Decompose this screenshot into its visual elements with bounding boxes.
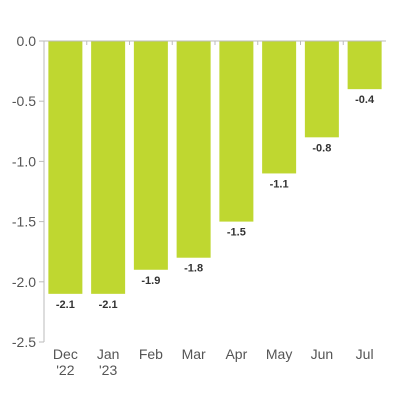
data-label: -0.8 — [312, 142, 331, 154]
data-labels: -2.1 -2.1 -1.9 -1.8 -1.5 -1.1 -0.8 -0.4 — [56, 94, 375, 311]
data-label: -2.1 — [56, 299, 75, 311]
y-tick-label: -2.0 — [12, 274, 36, 290]
data-label: -1.9 — [141, 275, 160, 287]
y-axis-ticks: 0.0 -0.5 -1.0 -1.5 -2.0 -2.5 — [12, 33, 44, 350]
x-tick-label: Jan '23 — [97, 346, 120, 378]
bar — [48, 41, 83, 294]
x-axis-ticks: Dec '22 Jan '23 Feb Mar Apr May Jun Jul — [53, 41, 374, 378]
data-label: -1.1 — [270, 178, 289, 190]
y-tick-label: -0.5 — [12, 93, 36, 109]
data-label: -0.4 — [355, 94, 375, 106]
bar — [347, 41, 382, 90]
data-label: -2.1 — [99, 299, 118, 311]
x-tick-label: Jun — [311, 346, 334, 362]
x-tick-label: Feb — [139, 346, 163, 362]
x-tick-label: Mar — [182, 346, 206, 362]
x-tick-label: Apr — [225, 346, 247, 362]
bar — [133, 41, 168, 270]
bar — [304, 41, 339, 138]
y-tick-label: -1.0 — [12, 153, 36, 169]
data-label: -1.8 — [184, 263, 203, 275]
bar — [176, 41, 211, 258]
bars — [48, 41, 382, 294]
bar — [219, 41, 254, 222]
y-tick-label: 0.0 — [17, 33, 37, 49]
y-tick-label: -2.5 — [12, 334, 36, 350]
bar — [91, 41, 126, 294]
x-tick-label: Dec '22 — [53, 346, 78, 378]
bar — [262, 41, 297, 174]
x-tick-label: May — [266, 346, 292, 362]
y-tick-label: -1.5 — [12, 214, 36, 230]
data-label: -1.5 — [227, 227, 246, 239]
x-tick-label: Jul — [356, 346, 374, 362]
